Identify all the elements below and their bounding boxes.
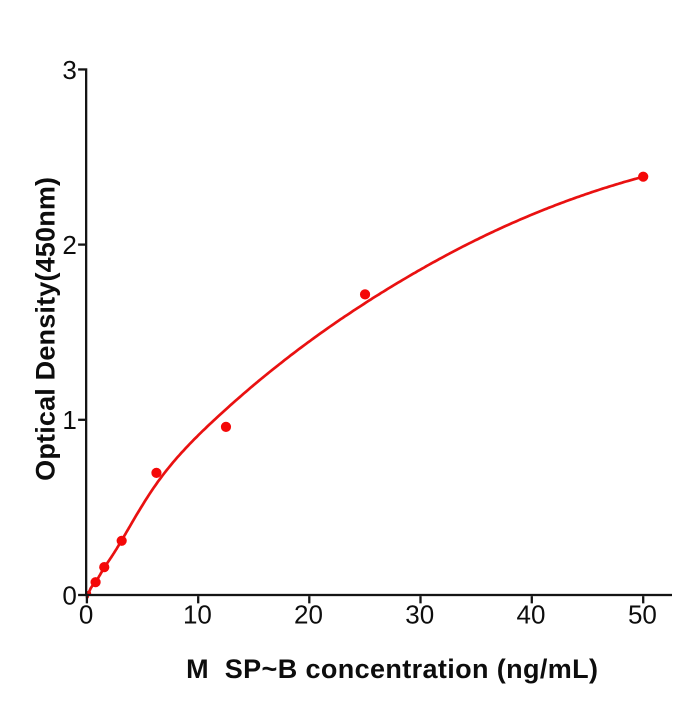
svg-text:M SP~B concentration (ng/mL): M SP~B concentration (ng/mL) [186, 654, 598, 684]
svg-text:40: 40 [517, 599, 546, 629]
svg-text:30: 30 [405, 599, 434, 629]
svg-text:Optical Density(450nm): Optical Density(450nm) [30, 177, 60, 481]
svg-text:3: 3 [62, 55, 76, 85]
svg-text:10: 10 [183, 599, 212, 629]
svg-text:20: 20 [294, 599, 323, 629]
svg-text:0: 0 [62, 580, 76, 610]
svg-text:1: 1 [62, 405, 76, 435]
svg-text:0: 0 [79, 599, 93, 629]
svg-text:50: 50 [628, 599, 657, 629]
svg-text:2: 2 [62, 230, 76, 260]
